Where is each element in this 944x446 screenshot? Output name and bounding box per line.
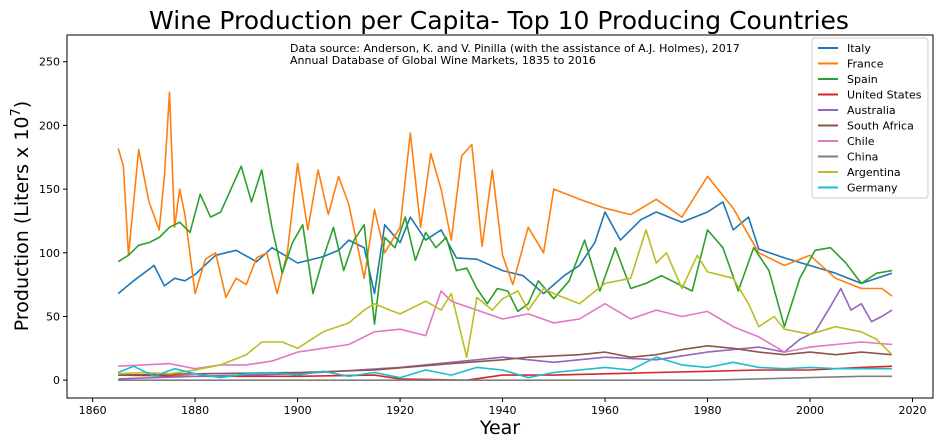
- series-line-germany: [117, 356, 892, 379]
- x-tick-label: 2000: [796, 404, 824, 417]
- y-tick-label: 50: [46, 310, 60, 323]
- series-line-argentina: [118, 229, 893, 375]
- axis-ticks: 1860 1880 1900 1920 1940 1960 1980 2000 2020 0 50 1…: [39, 56, 927, 417]
- y-axis-label-main: Production (Liters x 10: [11, 116, 33, 331]
- series-line-spain: [117, 165, 893, 328]
- y-axis-label-exponent: 7: [9, 108, 24, 116]
- x-tick-label: 1900: [284, 404, 312, 417]
- y-tick-label: 150: [39, 183, 60, 196]
- legend-label: Chile: [847, 135, 875, 148]
- y-tick-label: 100: [39, 247, 60, 260]
- plot-frame: [66, 34, 934, 399]
- series-line-south-africa: [118, 344, 893, 376]
- x-tick-label: 1960: [591, 404, 619, 417]
- series-line-france: [117, 91, 893, 299]
- legend-label: China: [847, 151, 878, 164]
- chart-title: Wine Production per Capita- Top 10 Produ…: [149, 6, 849, 35]
- x-tick-label: 1860: [79, 404, 107, 417]
- x-tick-label: 1940: [489, 404, 517, 417]
- x-tick-label: 1980: [694, 404, 722, 417]
- legend-label: Spain: [847, 73, 878, 86]
- series-lines: [117, 91, 893, 382]
- legend-label: South Africa: [847, 120, 914, 133]
- legend-label: Australia: [847, 104, 896, 117]
- data-source-line-2: Annual Database of Global Wine Markets, …: [290, 54, 596, 67]
- series-line-chile: [118, 290, 893, 370]
- series-line-united-states: [118, 365, 893, 382]
- legend-label: Argentina: [847, 166, 901, 179]
- x-tick-label: 1920: [386, 404, 414, 417]
- legend: Italy France Spain United States Australia So…: [811, 37, 929, 199]
- legend-label: United States: [847, 89, 922, 102]
- y-axis-label: Production (Liters x 107): [9, 101, 33, 331]
- legend-frame: [811, 37, 929, 199]
- y-axis-label-close: ): [11, 101, 33, 108]
- y-tick-label: 200: [39, 119, 60, 132]
- x-tick-label: 1880: [181, 404, 209, 417]
- x-tick-label: 2020: [899, 404, 927, 417]
- legend-label: Germany: [847, 182, 898, 195]
- data-source-line-1: Data source: Anderson, K. and V. Pinilla…: [290, 42, 740, 55]
- y-tick-label: 250: [39, 56, 60, 69]
- series-line-china: [118, 375, 892, 382]
- legend-label: Italy: [847, 42, 871, 55]
- series-line-italy: [117, 201, 893, 295]
- x-axis-label: Year: [479, 417, 520, 439]
- y-tick-label: 0: [53, 374, 60, 387]
- legend-label: France: [847, 58, 884, 71]
